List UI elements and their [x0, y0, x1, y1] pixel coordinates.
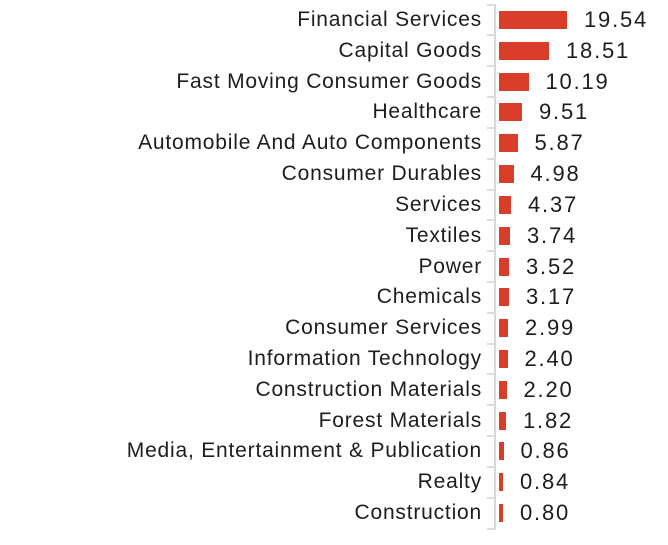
- plot-cell: 9.51: [489, 99, 668, 125]
- value-label: 10.19: [545, 68, 610, 94]
- bar: [499, 165, 514, 184]
- value-label: 9.51: [539, 99, 590, 125]
- plot-cell: 1.82: [489, 408, 668, 434]
- value-label: 2.40: [524, 345, 575, 371]
- chart-row: Financial Services 19.54: [0, 5, 668, 36]
- value-label: 0.80: [520, 500, 571, 525]
- plot-cell: 2.99: [489, 315, 668, 341]
- value-label: 4.37: [528, 191, 579, 217]
- plot-cell: 19.54: [489, 7, 668, 33]
- category-label: Information Technology: [247, 346, 482, 370]
- bar: [499, 103, 522, 122]
- category-label: Forest Materials: [318, 408, 482, 432]
- category-label: Services: [395, 192, 482, 216]
- bar: [499, 504, 503, 522]
- plot-cell: 18.51: [489, 38, 668, 64]
- chart-row: Media, Entertainment & Publication 0.86: [0, 436, 668, 467]
- value-label: 2.99: [525, 315, 576, 341]
- plot-cell: 2.20: [489, 377, 668, 403]
- category-label: Textiles: [405, 223, 482, 247]
- category-label: Construction: [354, 501, 482, 524]
- plot-cell: 4.98: [489, 161, 668, 187]
- bar: [499, 195, 511, 214]
- chart-row: Fast Moving Consumer Goods 10.19: [0, 66, 668, 97]
- value-label: 2.20: [523, 376, 574, 402]
- bar: [499, 380, 507, 399]
- chart-row: Consumer Services 2.99: [0, 313, 668, 344]
- plot-cell: 4.37: [489, 192, 668, 218]
- category-label: Financial Services: [297, 8, 482, 31]
- category-label: Media, Entertainment & Publication: [126, 439, 482, 463]
- bar: [499, 134, 518, 153]
- bar: [499, 11, 567, 29]
- value-label: 5.87: [534, 130, 585, 156]
- plot-cell: 2.40: [489, 346, 668, 372]
- chart-row: Chemicals 3.17: [0, 282, 668, 313]
- bar: [499, 473, 503, 492]
- value-label: 18.51: [566, 37, 631, 63]
- bar: [499, 349, 508, 368]
- chart-rows: Financial Services 19.54 Capital Goods 1…: [0, 5, 668, 529]
- category-label: Consumer Services: [285, 316, 482, 340]
- bar: [499, 288, 509, 307]
- plot-cell: 5.87: [489, 130, 668, 156]
- value-label: 4.98: [530, 161, 581, 187]
- chart-row: Forest Materials 1.82: [0, 405, 668, 436]
- bar: [499, 72, 529, 91]
- bar: [499, 442, 504, 461]
- value-label: 1.82: [523, 407, 574, 433]
- chart-row: Services 4.37: [0, 189, 668, 220]
- chart-row: Automobile And Auto Components 5.87: [0, 128, 668, 159]
- category-label: Power: [418, 254, 482, 278]
- category-label: Realty: [417, 470, 482, 494]
- plot-cell: 10.19: [489, 69, 668, 95]
- bar: [499, 411, 506, 430]
- chart-row: Construction 0.80: [0, 498, 668, 529]
- value-label: 3.17: [526, 284, 577, 310]
- plot-cell: 3.17: [489, 284, 668, 310]
- category-label: Healthcare: [372, 100, 482, 124]
- category-label: Construction Materials: [255, 377, 482, 401]
- plot-cell: 3.74: [489, 223, 668, 249]
- value-label: 3.74: [527, 222, 578, 248]
- plot-cell: 0.86: [489, 438, 668, 464]
- bar: [499, 226, 510, 245]
- plot-cell: 0.80: [489, 500, 668, 526]
- value-label: 0.86: [520, 438, 571, 464]
- category-label: Chemicals: [376, 285, 482, 309]
- category-label: Consumer Durables: [281, 162, 482, 186]
- chart-row: Healthcare 9.51: [0, 97, 668, 128]
- bar: [499, 319, 508, 338]
- chart-row: Power 3.52: [0, 251, 668, 282]
- chart-row: Capital Goods 18.51: [0, 35, 668, 66]
- category-label: Automobile And Auto Components: [138, 131, 482, 155]
- chart-row: Information Technology 2.40: [0, 344, 668, 375]
- plot-cell: 0.84: [489, 469, 668, 495]
- value-label: 0.84: [520, 469, 571, 495]
- chart-row: Consumer Durables 4.98: [0, 159, 668, 190]
- plot-cell: 3.52: [489, 254, 668, 280]
- bar: [499, 41, 549, 60]
- chart-row: Textiles 3.74: [0, 220, 668, 251]
- value-label: 19.54: [584, 7, 649, 32]
- value-label: 3.52: [526, 253, 577, 279]
- chart-row: Construction Materials 2.20: [0, 374, 668, 405]
- bar: [499, 257, 509, 276]
- category-label: Capital Goods: [338, 38, 482, 62]
- chart-row: Realty 0.84: [0, 467, 668, 498]
- category-label: Fast Moving Consumer Goods: [176, 69, 482, 93]
